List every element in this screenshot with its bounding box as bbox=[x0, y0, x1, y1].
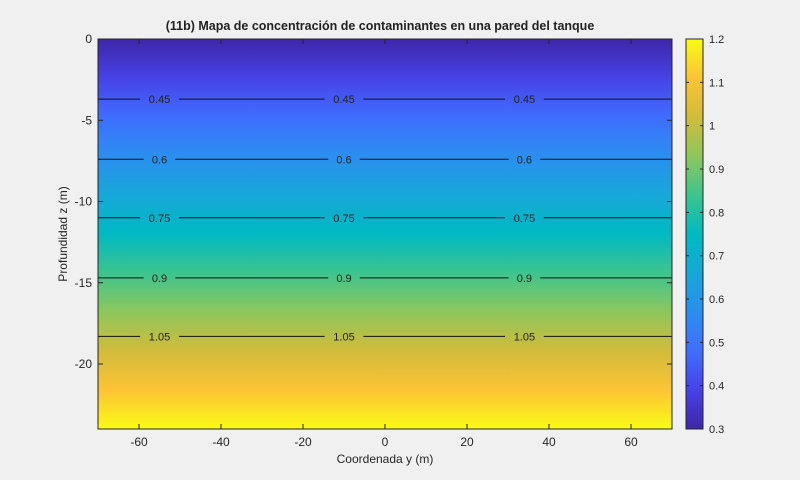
contour-label: 0.45 bbox=[333, 94, 354, 106]
colorbar-tick-label: 0.9 bbox=[709, 164, 724, 176]
contour-label: 0.75 bbox=[149, 213, 170, 225]
colorbar-tick-label: 0.5 bbox=[709, 337, 724, 349]
colorbar bbox=[686, 39, 703, 429]
contour-label: 0.75 bbox=[514, 213, 535, 225]
contour-label: 0.6 bbox=[336, 154, 351, 166]
colorbar-frame bbox=[685, 38, 704, 430]
colorbar-tick-label: 1 bbox=[709, 121, 715, 133]
contour-label: 0.45 bbox=[149, 94, 170, 106]
contour-label: 1.05 bbox=[149, 331, 170, 343]
colorbar-tick-label: 0.3 bbox=[709, 424, 724, 436]
x-tick-label: -60 bbox=[130, 435, 148, 449]
colorbar-tick-label: 0.8 bbox=[709, 207, 724, 219]
contour-label: 0.9 bbox=[336, 273, 351, 285]
contour-label: 0.9 bbox=[152, 273, 167, 285]
contour-lines: 0.45 0.45 0.45 0.6 0.6 0.6 0.75 0.75 0.75 0.9 0.9 0… bbox=[98, 94, 672, 343]
colorbar-ticks: 0.3 0.4 0.5 0.6 0.7 0.8 0.9 1 1.1 1.2 bbox=[686, 34, 724, 436]
x-axis-ticks: -60 -40 -20 0 20 40 60 bbox=[130, 39, 638, 449]
chart-title: (11b) Mapa de concentración de contamina… bbox=[166, 19, 595, 33]
x-tick-label: -40 bbox=[212, 435, 230, 449]
contour-label: 1.05 bbox=[514, 331, 535, 343]
colorbar-tick-label: 0.4 bbox=[709, 381, 724, 393]
x-tick-label: 40 bbox=[542, 435, 556, 449]
y-tick-label: -5 bbox=[81, 113, 92, 127]
colorbar-tick-label: 1.2 bbox=[709, 34, 724, 46]
y-axis-ticks: 0 -5 -10 -15 -20 bbox=[75, 32, 672, 371]
contour-label: 0.45 bbox=[514, 94, 535, 106]
contour-label: 0.75 bbox=[333, 213, 354, 225]
colorbar-tick-label: 0.6 bbox=[709, 294, 724, 306]
colorbar-tick-label: 1.1 bbox=[709, 77, 724, 89]
y-axis-label: Profundidad z (m) bbox=[56, 186, 70, 281]
y-tick-label: -20 bbox=[75, 357, 93, 371]
x-tick-label: 60 bbox=[624, 435, 638, 449]
x-tick-label: -20 bbox=[294, 435, 312, 449]
y-tick-label: 0 bbox=[85, 32, 92, 46]
y-tick-label: -10 bbox=[75, 195, 93, 209]
contour-label: 1.05 bbox=[333, 331, 354, 343]
x-tick-label: 0 bbox=[382, 435, 389, 449]
contour-label: 0.6 bbox=[152, 154, 167, 166]
x-axis-label: Coordenada y (m) bbox=[337, 452, 434, 466]
contour-label: 0.9 bbox=[517, 273, 532, 285]
x-tick-label: 20 bbox=[460, 435, 474, 449]
contour-label: 0.6 bbox=[517, 154, 532, 166]
heatmap-field bbox=[98, 39, 672, 429]
y-tick-label: -15 bbox=[75, 276, 93, 290]
colorbar-tick-label: 0.7 bbox=[709, 251, 724, 263]
